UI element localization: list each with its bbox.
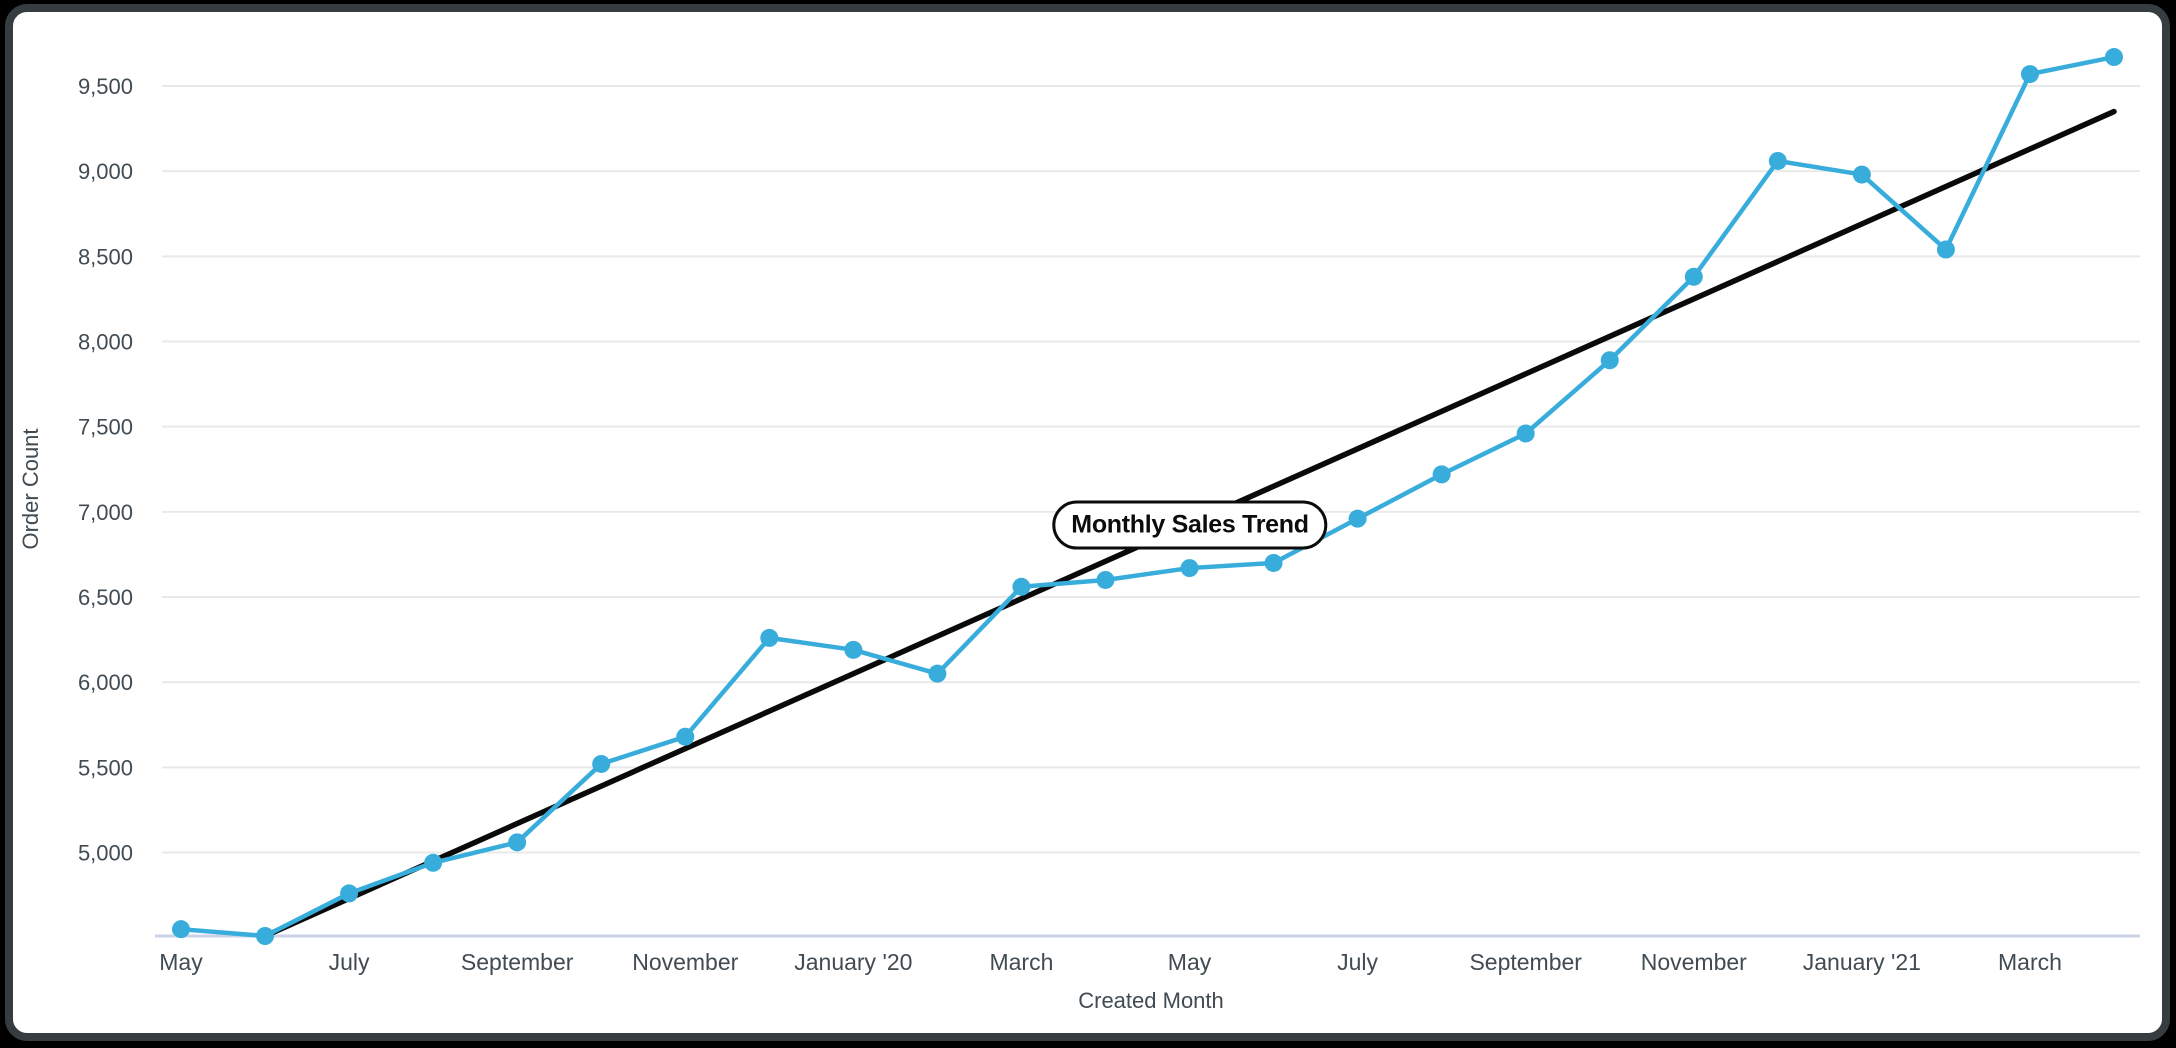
data-point[interactable] [424,853,443,872]
data-point[interactable] [256,927,275,945]
x-axis-tick-label: July [329,949,370,975]
x-axis-tick-label: March [1998,949,2062,975]
data-point[interactable] [1012,577,1031,596]
data-point[interactable] [2105,48,2123,67]
data-point[interactable] [1264,553,1283,572]
data-point[interactable] [676,727,695,746]
x-axis-tick-label: January '21 [1803,949,1921,975]
data-point[interactable] [1852,165,1871,184]
trend-annotation-label: Monthly Sales Trend [1071,510,1309,539]
data-point[interactable] [340,884,359,903]
series-line [178,54,2117,939]
data-point[interactable] [1516,424,1535,443]
x-axis-tick-label: January '20 [794,949,912,975]
trend-annotation-pill: Monthly Sales Trend [1052,500,1328,550]
data-point[interactable] [1432,465,1451,484]
data-point[interactable] [1348,509,1367,528]
data-point[interactable] [2020,65,2039,84]
data-point[interactable] [1936,240,1955,259]
y-axis-title: Order Count [18,428,43,550]
y-axis-tick-label: 5,500 [78,755,133,780]
x-axis-tick-label: September [1469,949,1582,975]
y-axis-tick-label: 8,500 [78,244,133,269]
y-axis-tick-label: 6,000 [78,670,133,695]
x-axis-tick-label: May [159,949,203,975]
x-axis-tick-label: July [1337,949,1378,975]
y-axis-tick-label: 5,000 [78,841,133,866]
x-axis-tick-label: May [1168,949,1212,975]
data-point[interactable] [928,664,947,683]
x-axis-title: Created Month [1078,988,1224,1013]
data-point[interactable] [1768,151,1787,170]
data-point[interactable] [1096,570,1115,589]
y-axis-tick-label: 7,000 [78,500,133,525]
x-axis-tick-label: September [461,949,574,975]
y-axis-tick-label: 8,000 [78,330,133,355]
y-axis-tick-label: 9,000 [78,159,133,184]
y-axis-tick-label: 9,500 [78,74,133,99]
x-axis-tick-label: November [1641,949,1747,975]
data-point[interactable] [592,754,611,773]
x-axis-tick-label: March [989,949,1053,975]
y-axis-tick-label: 7,500 [78,415,133,440]
data-point[interactable] [1180,559,1199,578]
data-point[interactable] [1684,267,1703,286]
data-point[interactable] [1600,351,1619,370]
data-point[interactable] [844,640,863,659]
y-axis-tick-label: 6,500 [78,585,133,610]
data-point[interactable] [760,628,779,647]
data-point[interactable] [172,920,190,939]
x-axis-tick-label: November [632,949,738,975]
data-point[interactable] [508,833,527,852]
